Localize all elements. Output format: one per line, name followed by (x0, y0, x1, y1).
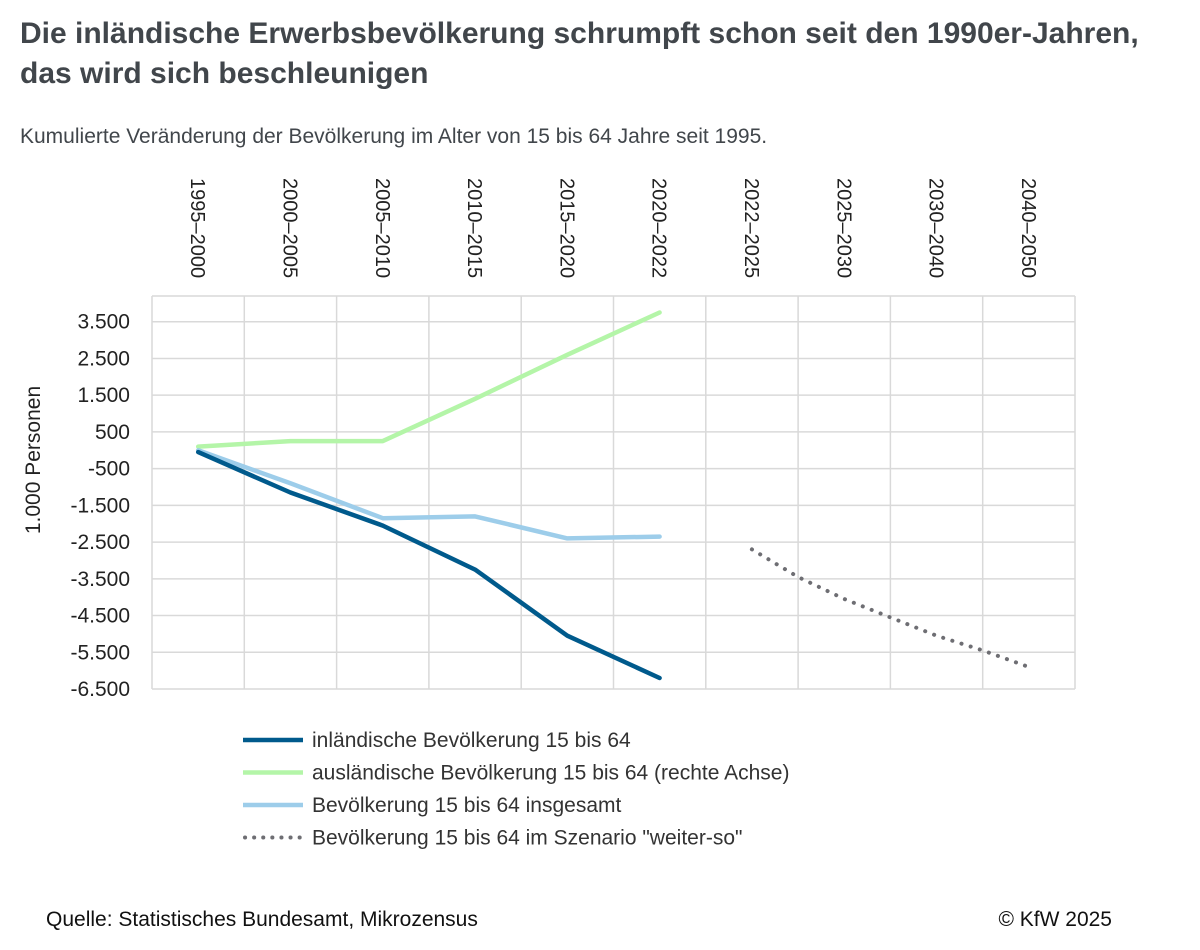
y-tick-label: 1.500 (77, 384, 130, 407)
legend-label: ausländische Bevölkerung 15 bis 64 (rech… (312, 762, 789, 785)
x-tick-label: 2015–2020 (555, 178, 577, 278)
chart-title: Die inländische Erwerbsbevölkerung schru… (20, 17, 1139, 90)
legend-label: Bevölkerung 15 bis 64 insgesamt (312, 794, 622, 817)
chart-subtitle: Kumulierte Veränderung der Bevölkerung i… (20, 125, 768, 148)
source-note: Quelle: Statistisches Bundesamt, Mikroze… (46, 908, 478, 931)
y-tick-label: -5.500 (70, 641, 130, 664)
series-line-4 (749, 547, 1031, 669)
x-tick-label: 2020–2022 (648, 178, 670, 278)
x-tick-label: 2040–2050 (1017, 178, 1039, 278)
series-line-3 (195, 448, 662, 541)
legend: inländische Bevölkerung 15 bis 64 ausländ… (243, 729, 789, 850)
vertical-gridlines (151, 296, 1076, 689)
series-line-1 (195, 449, 662, 681)
x-tick-label: 2010–2015 (463, 178, 485, 278)
y-tick-label: -3.500 (70, 568, 130, 591)
series-line-2 (195, 310, 662, 449)
y-tick-label: -1.500 (70, 494, 130, 517)
y-axis-label: 1.000 Personen (22, 386, 45, 534)
y-tick-label: 500 (95, 421, 130, 444)
y-tick-label: -6.500 (70, 678, 130, 701)
series-lines (195, 310, 1031, 681)
legend-label: Bevölkerung 15 bis 64 im Szenario "weite… (312, 827, 742, 850)
x-tick-labels: 1995–2000 2000–2005 2005–2010 2010–2015 2015… (186, 178, 1039, 278)
x-tick-label: 1995–2000 (186, 178, 208, 278)
x-tick-label: 2005–2010 (371, 178, 393, 278)
x-tick-label: 2025–2030 (832, 178, 854, 278)
copyright-note: © KfW 2025 (998, 908, 1112, 931)
y-tick-label: 3.500 (77, 311, 130, 334)
y-tick-labels: 3.500 2.500 1.500 500 -500 -1.500 -2.500 -3.500… (70, 311, 130, 701)
y-tick-label: 2.500 (77, 347, 130, 370)
y-tick-label: -2.500 (70, 531, 130, 554)
horizontal-gridlines (152, 295, 1075, 690)
x-tick-label: 2000–2005 (278, 178, 300, 278)
y-tick-label: -500 (88, 458, 130, 481)
y-tick-label: -4.500 (70, 605, 130, 628)
x-tick-label: 2030–2040 (925, 178, 947, 278)
line-chart: 1995–2000 2000–2005 2005–2010 2010–2015 2015… (22, 178, 1076, 850)
x-tick-label: 2022–2025 (740, 178, 762, 278)
legend-label: inländische Bevölkerung 15 bis 64 (312, 729, 631, 752)
